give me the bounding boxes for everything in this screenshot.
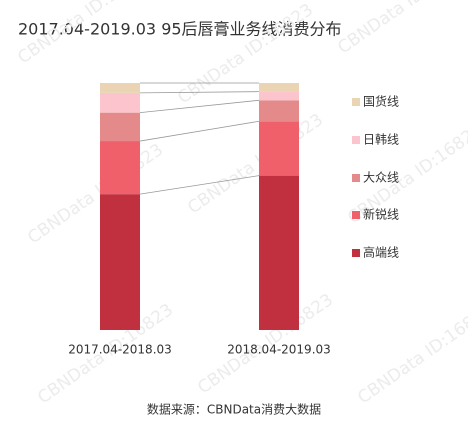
x-tick-label: 2018.04-2019.03 [227, 343, 331, 357]
bar-segment [259, 83, 299, 92]
bar-segment [100, 112, 140, 142]
watermark: CBNData ID:16823 [334, 0, 468, 58]
legend-swatch [352, 174, 360, 182]
connector-line [139, 175, 260, 195]
legend-label: 日韩线 [363, 132, 399, 147]
bar-segment [100, 83, 140, 93]
bar-segment [259, 100, 299, 122]
legend-label: 大众线 [363, 171, 399, 185]
bar-segment [259, 91, 299, 101]
legend-swatch [352, 249, 360, 257]
bar-segment [100, 194, 140, 330]
legend-swatch [352, 136, 360, 144]
watermark: CBNData ID:16823 [354, 300, 468, 408]
chart-title: 2017.04-2019.03 95后唇膏业务线消费分布 [18, 20, 342, 39]
connector-line [139, 99, 260, 114]
watermark: CBNData ID:16823 [184, 110, 327, 218]
watermark: CBNData ID:16823 [24, 140, 167, 248]
legend-swatch [352, 98, 360, 106]
connector-line [139, 120, 260, 142]
bar-segment [100, 92, 140, 113]
connector-line [139, 91, 260, 94]
x-tick-label: 2017.04-2018.03 [68, 343, 172, 357]
legend-label: 新锐线 [363, 207, 399, 222]
bar-segment [259, 121, 299, 176]
bar-segment [100, 141, 140, 195]
bar-segment [259, 175, 299, 330]
legend-swatch [352, 211, 360, 219]
legend-label: 高端线 [363, 245, 399, 260]
legend-label: 国货线 [363, 94, 399, 109]
source-note: 数据来源：CBNData消费大数据 [147, 402, 321, 417]
